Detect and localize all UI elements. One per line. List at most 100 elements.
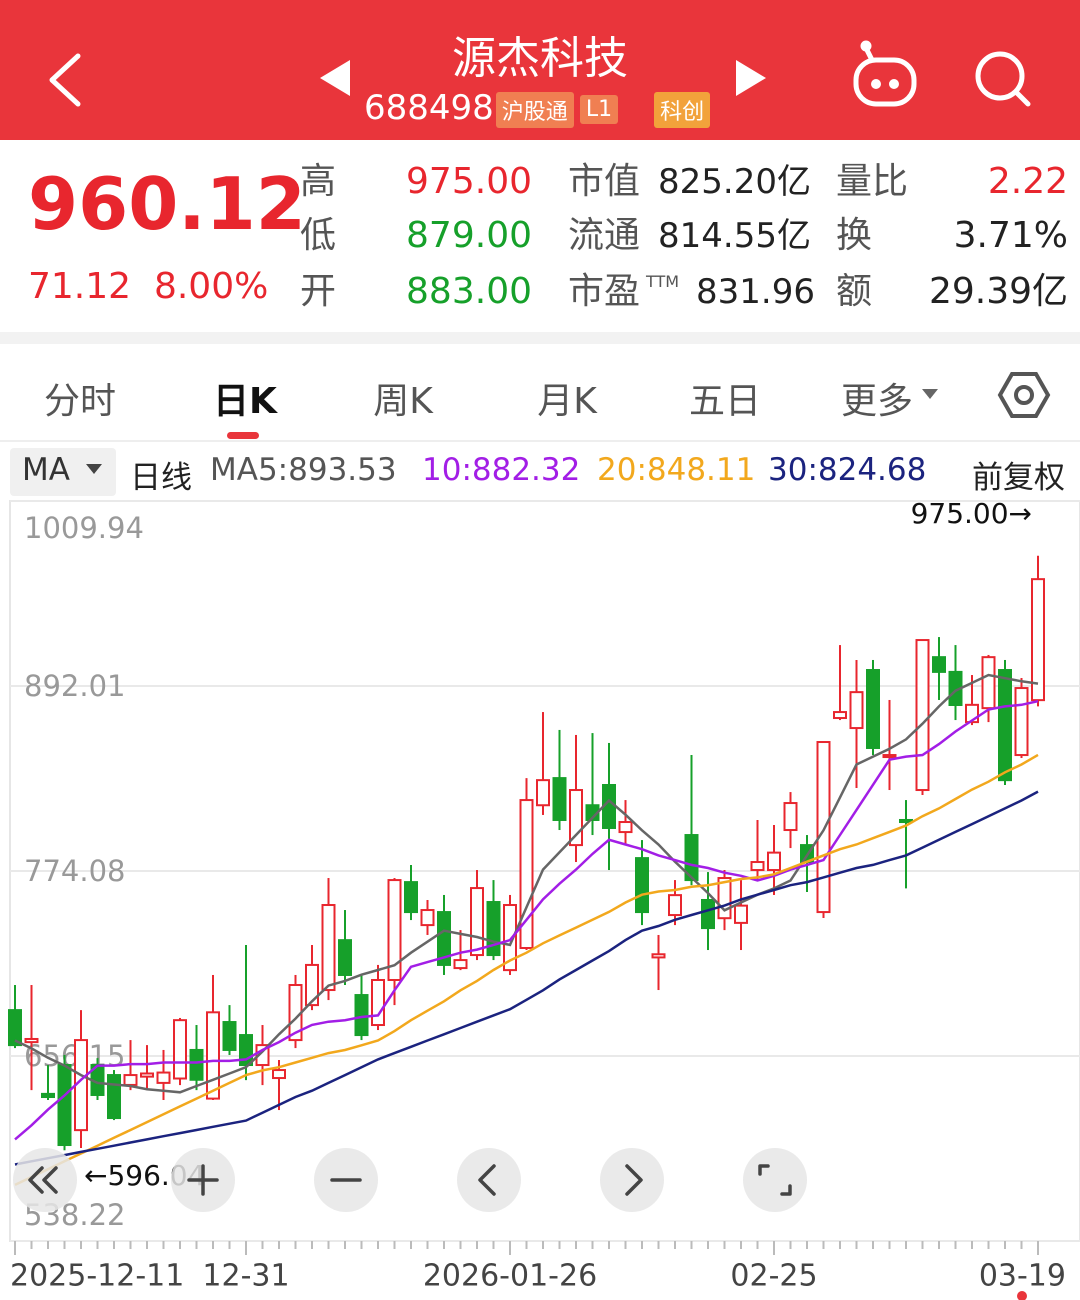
tab[interactable]: 更多 [840, 381, 914, 422]
stock-name: 源杰科技 [452, 33, 628, 84]
candle-body [354, 994, 369, 1037]
candle-body [981, 656, 996, 710]
candle-body [503, 904, 517, 972]
candle-body [305, 963, 319, 1007]
stat-label: 流通 [568, 215, 641, 256]
candle-body [899, 818, 913, 824]
candle-body [1014, 687, 1029, 757]
y-tick-label: 774.08 [24, 854, 125, 888]
plot: 1009.94892.01774.08656.15538.222025-12-1… [8, 500, 1080, 1294]
stat-value: 2.22 [987, 161, 1068, 202]
candle-body [272, 1069, 286, 1080]
badge: 科创 [654, 91, 711, 128]
ma-line [14, 753, 1039, 1187]
stat-label: 低 [300, 215, 337, 256]
candle-body [8, 1009, 22, 1047]
candle-body [453, 959, 468, 970]
tab[interactable]: 五日 [688, 381, 762, 422]
candle-body [701, 898, 715, 930]
stat-label-sup: TTM [646, 272, 680, 291]
tab-icons [0, 372, 1080, 442]
zoom-controls [13, 1148, 807, 1212]
change-pct: 8.00% [153, 266, 269, 307]
tab[interactable]: 分时 [43, 381, 117, 422]
candle-body [668, 894, 682, 917]
top-bar: 源杰科技 688498 沪股通 L1 科创 [0, 0, 1080, 140]
ma-line [14, 673, 1039, 1094]
candle-body [866, 669, 880, 749]
stat-label: 换 [836, 215, 873, 256]
ma-legend: 10:882.32 [422, 452, 581, 488]
y-tick-label: 892.01 [24, 669, 125, 703]
candle-body [998, 669, 1012, 782]
ma-line [14, 699, 1039, 1141]
settings-icon[interactable] [997, 372, 1051, 418]
candle-body [222, 1021, 237, 1051]
candle-body [932, 656, 946, 673]
current-dot [1017, 1291, 1027, 1300]
tab-active[interactable]: 日K [213, 381, 277, 422]
change: 71.12 [28, 266, 132, 307]
stat-label: 开 [300, 271, 337, 312]
candle-body [783, 802, 798, 832]
price-change: 71.12 8.00% [28, 266, 268, 307]
prev-stock[interactable] [320, 60, 350, 96]
top-bar-icons [49, 40, 1031, 107]
candle-body [833, 711, 847, 720]
candle-body [1031, 578, 1045, 702]
candle-body [189, 1048, 204, 1081]
candle-body [387, 879, 402, 981]
candle-body [767, 851, 781, 872]
candle-body [140, 1072, 154, 1078]
ma-selector-text[interactable]: MA [22, 452, 70, 488]
candle-body [470, 887, 484, 957]
stat-value: 29.39亿 [928, 271, 1068, 312]
next-button[interactable] [600, 1148, 664, 1212]
candle-body [635, 857, 649, 914]
stat-value: 975.00 [406, 161, 532, 202]
control-icons [28, 1164, 792, 1196]
candle-body [734, 904, 748, 924]
code-row: 688498 沪股通 L1 科创 [364, 88, 720, 128]
ma-legend: 30:824.68 [768, 452, 927, 488]
candle-body [618, 821, 633, 834]
stat-value: 3.71% [953, 215, 1068, 256]
search-icon[interactable] [975, 51, 1031, 107]
stat-value: 879.00 [406, 215, 532, 256]
candle-body [552, 777, 567, 821]
fullscreen-button[interactable] [743, 1148, 807, 1212]
ma-legend: MA5:893.53 [210, 452, 397, 488]
y-tick-label: 1009.94 [24, 511, 144, 545]
candle-body [651, 953, 666, 959]
kline-chart: 1009.94892.01774.08656.15538.222025-12-1… [8, 500, 1080, 1300]
stat-value: 825.20亿 [658, 162, 811, 202]
adjust[interactable]: 前复权 [972, 460, 1065, 496]
candle-body [321, 904, 336, 992]
candle-body [41, 1092, 55, 1099]
x-tick-label: 02-25 [730, 1259, 817, 1294]
tab[interactable]: 月K [537, 381, 597, 422]
candle-body [338, 939, 352, 976]
candle-body [569, 789, 583, 847]
high-annotation: 975.00→ [911, 500, 1032, 530]
candle-body [123, 1074, 138, 1086]
candle-body [816, 741, 831, 914]
x-tick-label: 2026-01-26 [423, 1259, 597, 1294]
robot-icon[interactable] [853, 40, 917, 107]
candle-body [882, 754, 897, 759]
candle-body [915, 639, 930, 792]
stat-label: 高 [300, 161, 337, 202]
next-stock[interactable] [736, 60, 766, 96]
stat-value: 814.55亿 [658, 216, 811, 256]
back-button[interactable] [49, 53, 81, 107]
stat-label: 市值 [568, 161, 641, 202]
candle-body [206, 1011, 220, 1100]
candle-body [57, 1064, 72, 1147]
prev-button[interactable] [457, 1148, 521, 1212]
ma-selector[interactable] [10, 448, 116, 496]
x-tick-label: 12-31 [202, 1259, 289, 1294]
candle-body [437, 911, 451, 966]
tab[interactable]: 周K [373, 381, 433, 422]
candle-body [24, 1037, 39, 1044]
